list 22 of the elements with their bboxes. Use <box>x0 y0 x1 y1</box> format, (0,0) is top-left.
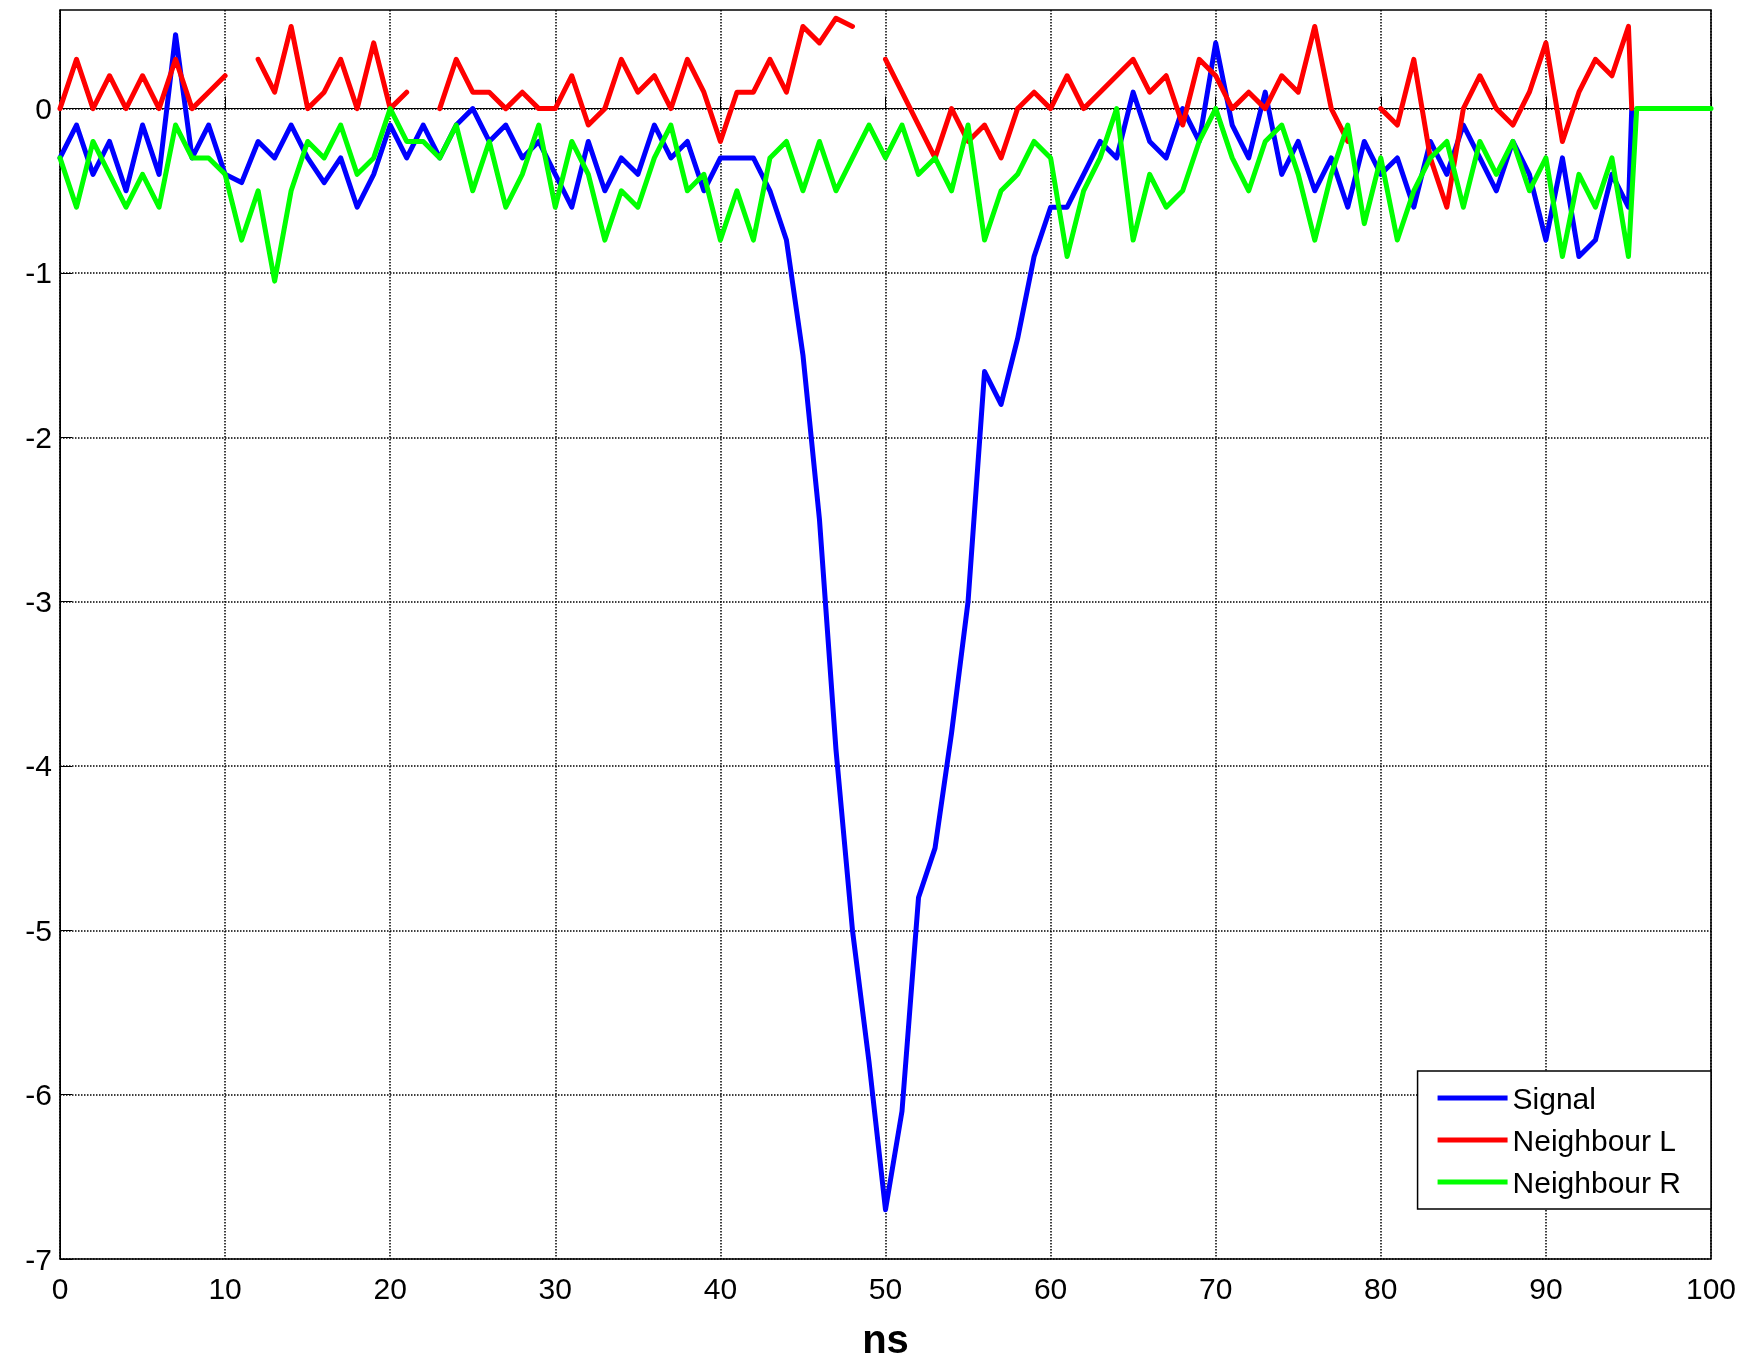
y-tick-label: -1 <box>25 256 52 290</box>
legend-label: Neighbour L <box>1512 1123 1677 1157</box>
legend-label: Signal <box>1512 1081 1596 1115</box>
x-tick-label: 30 <box>538 1271 572 1305</box>
x-tick-label: 10 <box>208 1271 242 1305</box>
y-tick-label: -3 <box>25 585 52 619</box>
y-tick-label: -5 <box>25 913 52 947</box>
x-tick-label: 20 <box>373 1271 407 1305</box>
x-axis-title: ns <box>862 1317 909 1361</box>
y-tick-label: -2 <box>25 420 52 454</box>
x-tick-label: 60 <box>1033 1271 1068 1305</box>
x-tick-label: 40 <box>703 1271 738 1305</box>
y-tick-label: 0 <box>35 92 52 126</box>
x-tick-label: 100 <box>1685 1271 1737 1305</box>
x-tick-label: 70 <box>1199 1271 1233 1305</box>
x-tick-label: 80 <box>1364 1271 1398 1305</box>
y-tick-label: -7 <box>25 1242 52 1276</box>
legend-label: Neighbour R <box>1512 1165 1682 1199</box>
x-tick-label: 50 <box>868 1271 903 1305</box>
y-tick-label: -6 <box>25 1078 52 1112</box>
x-tick-label: 90 <box>1529 1271 1563 1305</box>
y-tick-label: -4 <box>25 749 52 783</box>
